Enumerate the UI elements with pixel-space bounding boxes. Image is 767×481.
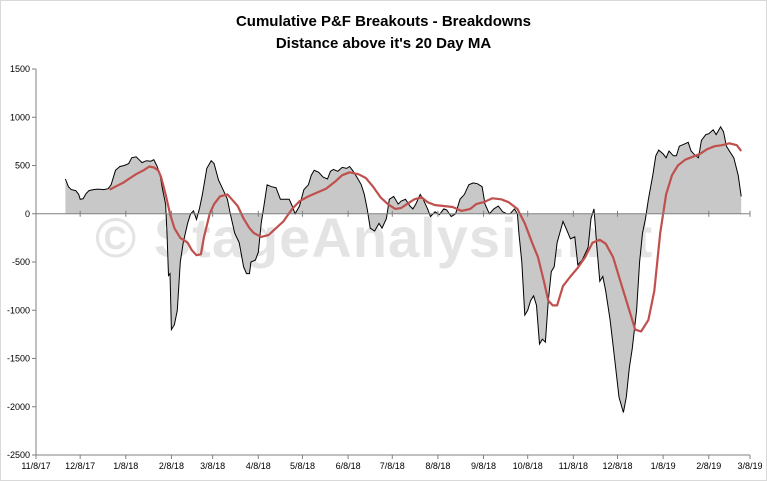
y-tick-label: -1000 xyxy=(7,305,30,315)
x-tick-label: 10/8/18 xyxy=(513,461,543,471)
y-tick-label: 0 xyxy=(25,209,30,219)
x-tick-label: 1/8/19 xyxy=(651,461,676,471)
axis-layer: 150010005000-500-1000-1500-2000-250011/8… xyxy=(7,64,763,471)
x-tick-label: 3/8/18 xyxy=(200,461,225,471)
x-tick-label: 11/8/18 xyxy=(559,461,588,471)
x-tick-label: 3/8/19 xyxy=(737,461,762,471)
x-tick-label: 1/8/18 xyxy=(113,461,138,471)
ma-series-line xyxy=(109,142,743,333)
area-layer xyxy=(64,125,742,413)
x-tick-label: 6/8/18 xyxy=(336,461,361,471)
x-tick-label: 12/8/18 xyxy=(602,461,632,471)
x-tick-label: 8/8/18 xyxy=(425,461,450,471)
x-tick-label: 7/8/18 xyxy=(380,461,405,471)
y-tick-label: -1500 xyxy=(7,354,30,364)
x-tick-label: 2/8/18 xyxy=(159,461,184,471)
x-tick-label: 5/8/18 xyxy=(290,461,315,471)
y-tick-label: -500 xyxy=(12,257,30,267)
y-tick-label: 1000 xyxy=(10,112,30,122)
x-tick-label: 12/8/17 xyxy=(65,461,95,471)
y-tick-label: 500 xyxy=(15,161,30,171)
area-series-line xyxy=(64,125,742,413)
x-tick-label: 4/8/18 xyxy=(246,461,271,471)
chart-subtitle: Distance above it's 20 Day MA xyxy=(275,35,492,52)
x-tick-label: 11/8/17 xyxy=(21,461,50,471)
x-tick-label: 2/8/19 xyxy=(696,461,721,471)
x-tick-label: 9/8/18 xyxy=(471,461,496,471)
y-tick-label: 1500 xyxy=(10,64,30,74)
chart-title: Cumulative P&F Breakouts - Breakdowns xyxy=(235,13,532,30)
area-fill xyxy=(65,126,742,413)
ma-line-layer xyxy=(109,142,743,333)
y-tick-label: -2000 xyxy=(7,402,30,412)
y-tick-label: -2500 xyxy=(7,450,30,460)
